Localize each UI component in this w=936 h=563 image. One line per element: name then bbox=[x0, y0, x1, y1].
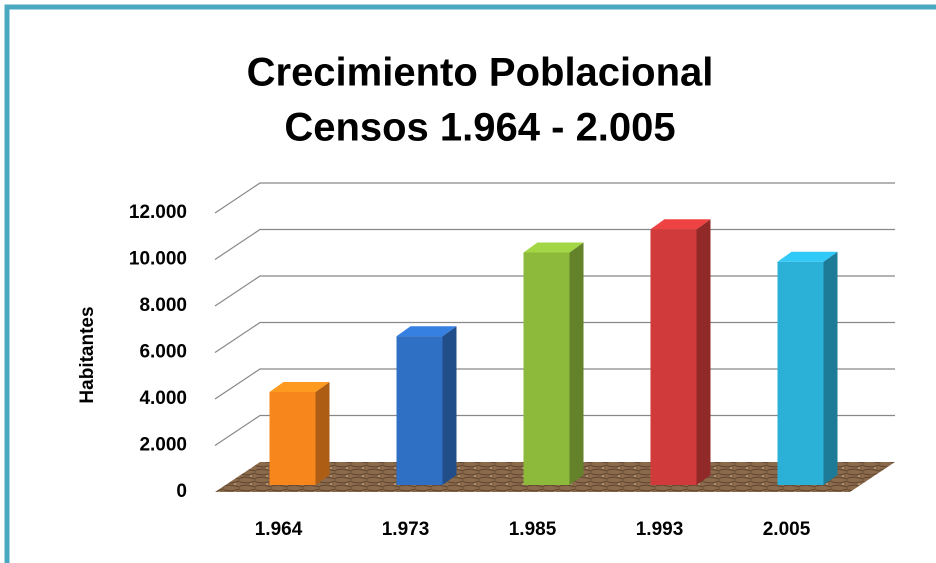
x-tick-label: 1.973 bbox=[382, 519, 430, 540]
bar-side bbox=[823, 251, 838, 485]
bar bbox=[777, 261, 824, 485]
bar-side bbox=[442, 326, 457, 485]
bar-side bbox=[696, 219, 711, 485]
chart-subtitle: Censos 1.964 - 2.005 bbox=[284, 106, 675, 150]
y-tick-label: 10.000 bbox=[129, 249, 187, 270]
bar bbox=[396, 336, 443, 485]
y-tick-label: 8.000 bbox=[139, 295, 187, 316]
bar-side bbox=[315, 382, 330, 485]
bar bbox=[269, 392, 316, 485]
x-tick-label: 2.005 bbox=[763, 519, 811, 540]
bar bbox=[523, 252, 570, 485]
bar-side bbox=[569, 242, 584, 485]
bar-top bbox=[777, 251, 838, 262]
bar-top bbox=[396, 326, 457, 337]
y-tick-label: 4.000 bbox=[139, 388, 187, 409]
bar-top bbox=[269, 382, 330, 392]
x-tick-label: 1.993 bbox=[636, 519, 684, 540]
x-tick-label: 1.985 bbox=[509, 519, 557, 540]
y-tick-label: 2.000 bbox=[139, 435, 187, 456]
bar bbox=[650, 229, 697, 485]
y-tick-label: 0 bbox=[176, 481, 187, 502]
y-tick-label: 6.000 bbox=[139, 342, 187, 363]
x-tick-label: 1.964 bbox=[255, 519, 303, 540]
frame bbox=[4, 4, 936, 563]
chart-title: Crecimiento Poblacional bbox=[247, 51, 714, 95]
bar-top bbox=[523, 242, 584, 253]
y-axis-title: Habitantes bbox=[77, 306, 98, 403]
grid-line bbox=[214, 182, 895, 214]
y-tick-label: 12.000 bbox=[129, 202, 187, 223]
bar-top bbox=[650, 219, 711, 230]
